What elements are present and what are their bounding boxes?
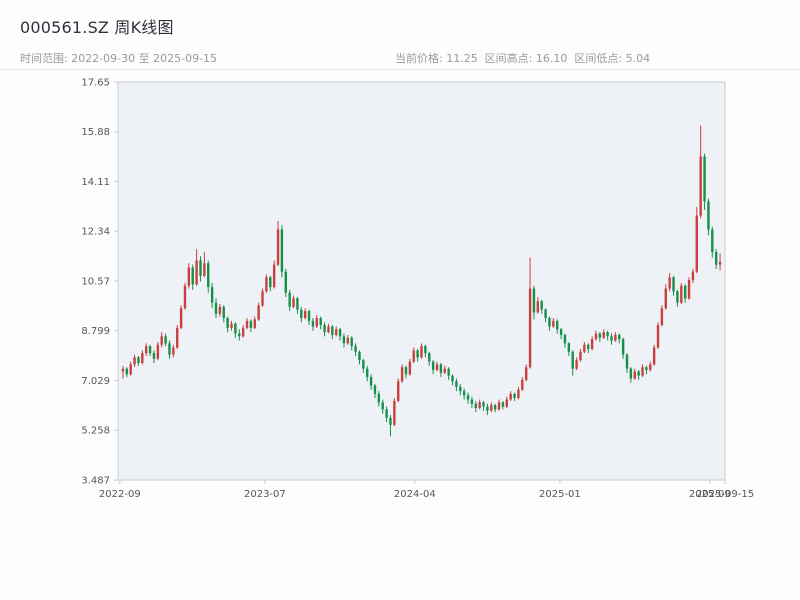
chart-title: 000561.SZ 周K线图 xyxy=(20,18,174,37)
svg-text:12.34: 12.34 xyxy=(81,227,110,238)
svg-text:2023-07: 2023-07 xyxy=(244,489,286,500)
svg-text:5.258: 5.258 xyxy=(81,426,110,437)
svg-text:2025-09: 2025-09 xyxy=(689,489,731,500)
svg-text:2022-09: 2022-09 xyxy=(99,489,141,500)
svg-text:8.799: 8.799 xyxy=(81,326,110,337)
price-stats-label: 当前价格: 11.25 区间高点: 16.10 区间低点: 5.04 xyxy=(395,52,651,65)
svg-text:2025-01: 2025-01 xyxy=(539,489,581,500)
svg-text:10.57: 10.57 xyxy=(81,276,110,287)
svg-text:3.487: 3.487 xyxy=(81,476,110,487)
svg-text:7.029: 7.029 xyxy=(81,376,110,387)
svg-text:17.65: 17.65 xyxy=(81,78,110,89)
date-range-label: 时间范围: 2022-09-30 至 2025-09-15 xyxy=(20,52,218,65)
header-divider xyxy=(0,69,800,70)
svg-text:2025-09-15: 2025-09-15 xyxy=(696,489,754,500)
svg-text:14.11: 14.11 xyxy=(81,177,110,188)
svg-text:15.88: 15.88 xyxy=(81,127,110,138)
svg-text:2024-04: 2024-04 xyxy=(394,489,436,500)
